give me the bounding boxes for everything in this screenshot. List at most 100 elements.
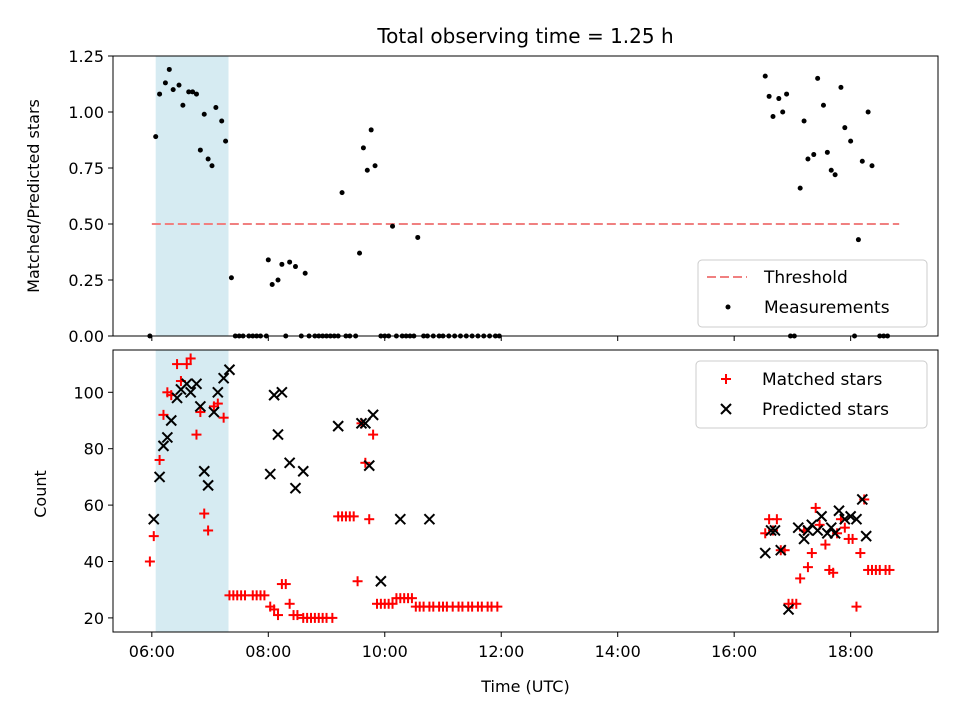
bottom-y-ticks: 20 40 60 80 100	[73, 383, 113, 628]
measurement-point	[390, 223, 396, 229]
measurement-point	[269, 281, 275, 287]
predicted-star-points	[148, 364, 872, 616]
measurement-point	[292, 264, 298, 270]
top-legend-box	[697, 259, 928, 328]
measurement-point	[223, 138, 229, 144]
measurement-point	[357, 250, 363, 256]
predicted-star-point	[217, 372, 230, 384]
measurement-point	[865, 109, 871, 115]
measurement-point	[360, 145, 366, 151]
measurement-point	[275, 277, 281, 283]
matched-star-point	[771, 514, 782, 525]
measurement-point	[205, 156, 211, 162]
predicted-star-point	[375, 575, 387, 587]
predicted-star-point	[208, 406, 220, 418]
predicted-star-point	[815, 510, 828, 523]
measurement-point	[302, 270, 308, 276]
matched-star-point	[181, 359, 192, 370]
measurement-point	[855, 237, 861, 243]
predicted-star-point	[198, 465, 210, 477]
legend-measurements-label: Measurements	[764, 298, 890, 318]
measurement-point	[784, 91, 790, 97]
predicted-star-point	[856, 493, 869, 506]
measurement-point	[770, 113, 776, 119]
measurement-point	[176, 82, 182, 88]
predicted-star-point	[765, 524, 777, 537]
bottom-x-tick-label: 10:00	[362, 642, 408, 661]
matched-star-point	[851, 601, 862, 612]
legend-matched-label: Matched stars	[762, 370, 882, 390]
measurement-point	[368, 127, 374, 133]
predicted-star-point	[802, 524, 814, 537]
bottom-y-tick-label: 40	[84, 553, 104, 572]
matched-star-point	[195, 407, 206, 418]
predicted-star-point	[171, 392, 183, 404]
measurement-point	[797, 185, 803, 191]
predicted-star-point	[850, 513, 863, 525]
matched-star-point	[492, 601, 503, 612]
matched-star-point	[810, 502, 821, 513]
x-axis-label: Time (UTC)	[480, 677, 569, 696]
matched-star-point	[280, 579, 291, 590]
measurement-point	[162, 80, 168, 86]
matched-star-point	[259, 590, 270, 601]
measurement-point	[811, 152, 817, 158]
predicted-star-point	[283, 457, 296, 469]
matched-star-point	[348, 511, 359, 522]
predicted-star-point	[289, 482, 302, 494]
predicted-star-point	[297, 465, 309, 477]
matched-star-point	[158, 409, 169, 420]
matched-star-point	[273, 610, 283, 621]
matched-star-point	[791, 598, 802, 609]
measurement-point	[815, 75, 821, 81]
predicted-star-point	[860, 530, 872, 542]
legend-predicted-label: Predicted stars	[762, 400, 889, 420]
predicted-star-point	[363, 459, 375, 472]
measurement-point	[287, 259, 293, 265]
observing-window-shade-top	[155, 56, 229, 336]
bottom-x-ticks: 06:00 08:00 10:00 12:00 14:00 16:00 18:00	[129, 632, 874, 661]
measurement-point	[766, 93, 772, 99]
matched-star-point	[406, 593, 417, 604]
measurement-point	[193, 91, 199, 97]
bottom-x-tick-label: 08:00	[245, 642, 291, 661]
bottom-panel: 20 40 60 80 100 06:00 08:00 10:00 12:00 14:00 16:…	[31, 349, 939, 696]
matched-star-point	[820, 539, 831, 550]
bottom-y-tick-label: 60	[84, 496, 104, 515]
bottom-x-tick-label: 14:00	[595, 642, 641, 661]
matched-star-point	[839, 522, 850, 533]
top-axes-frame	[112, 55, 939, 337]
predicted-star-point	[423, 513, 436, 525]
bottom-axes-frame	[112, 349, 939, 633]
measurement-point	[190, 89, 196, 95]
top-y-tick-label: 1.00	[68, 103, 104, 122]
measurement-point	[832, 172, 838, 178]
predicted-star-point	[223, 364, 236, 376]
legend-matched-swatch	[721, 374, 731, 384]
matched-star-point	[855, 548, 866, 559]
predicted-star-point	[355, 417, 368, 430]
measurement-point	[170, 87, 176, 93]
matched-star-point	[148, 531, 159, 542]
predicted-star-point	[759, 547, 771, 559]
matched-star-point	[364, 514, 375, 525]
measurement-point	[339, 190, 345, 196]
predicted-star-point	[212, 386, 224, 399]
predicted-star-point	[844, 510, 857, 523]
predicted-star-point	[792, 521, 804, 534]
top-y-tick-label: 1.25	[68, 47, 104, 66]
matched-star-point	[144, 556, 155, 567]
matched-star-point	[795, 573, 806, 584]
measurement-point	[828, 167, 834, 173]
matched-star-point	[828, 567, 839, 578]
top-y-tick-label: 0.25	[68, 271, 104, 290]
bottom-x-tick-label: 18:00	[828, 642, 874, 661]
matched-star-point	[269, 604, 280, 615]
top-y-ticks: 0.00 0.25 0.50 0.75 1.00 1.25	[68, 47, 113, 346]
predicted-star-point	[782, 603, 795, 616]
measurement-point	[869, 163, 875, 169]
predicted-star-point	[367, 409, 379, 421]
matched-star-point	[154, 454, 165, 465]
matched-star-point	[387, 598, 398, 609]
